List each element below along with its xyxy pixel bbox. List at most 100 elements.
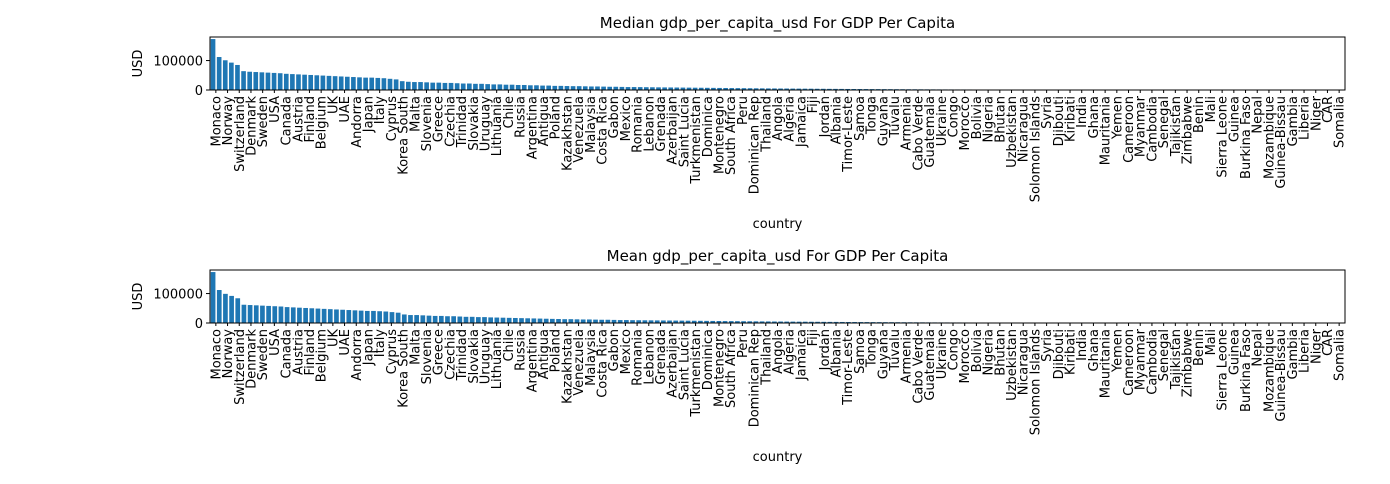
bar [248,305,253,323]
bar [546,86,551,90]
bar [420,315,425,323]
bar [229,63,234,90]
bar [522,85,527,90]
bar [534,85,539,90]
bar [375,78,380,90]
bar [217,57,222,90]
y-axis-label: USD [131,283,146,311]
bar [482,317,487,323]
bar [501,318,506,323]
bar [223,294,228,323]
bar [363,78,368,90]
bar [291,307,296,323]
bar [424,82,429,90]
bar [297,308,302,323]
bar [217,290,222,323]
bar [488,317,493,323]
bar [571,86,576,90]
x-tick-label: Somalia [1333,329,1348,381]
y-tick-label: 100000 [153,288,203,303]
bar [339,76,344,90]
bar [510,85,515,90]
y-tick-label: 0 [195,84,203,99]
bar [371,311,376,323]
bar [406,82,411,90]
bar [408,315,413,323]
bar [400,81,405,90]
bar [235,65,240,90]
bar [562,319,567,323]
bar [577,86,582,90]
y-tick-label: 100000 [153,55,203,70]
bar [494,318,499,323]
bar [260,72,265,90]
bar [565,86,570,90]
bar [498,84,503,90]
bar [285,307,290,323]
bar [353,310,358,323]
bar [327,76,332,90]
bar [559,86,564,90]
bar [279,307,284,323]
bar [383,312,388,323]
bar [357,77,362,90]
bar [328,309,333,323]
bar [589,86,594,90]
bar [241,71,246,90]
bar [583,86,588,90]
bar [479,84,484,90]
bar [587,319,592,323]
bar [550,319,555,323]
bar [365,311,370,323]
chart-title: Median gdp_per_capita_usd For GDP Per Ca… [600,14,955,33]
bar [334,309,339,323]
bar [278,73,283,90]
bar [525,318,530,323]
bar [272,73,277,90]
bar [284,74,289,90]
bar [464,317,469,323]
bar [359,311,364,323]
bar [316,309,321,323]
y-axis-label: USD [131,50,146,78]
bar [593,320,598,323]
bar [309,308,314,323]
bar [433,316,438,323]
chart-title: Mean gdp_per_capita_usd For GDP Per Capi… [607,247,949,266]
bar [266,306,271,323]
bar [595,86,600,90]
bar [519,318,524,323]
bar [382,78,387,90]
bar [388,79,393,90]
bar [569,319,574,323]
bar [581,319,586,323]
bar [211,272,216,323]
bar [394,79,399,90]
bar [253,72,258,90]
bar [552,86,557,90]
bar [211,39,216,90]
bar [235,298,240,323]
x-tick-label: Somalia [1333,96,1348,148]
bar [414,315,419,323]
bar [303,308,308,323]
bar [443,83,448,90]
bar [439,316,444,323]
bar [254,305,259,323]
bar [491,84,496,90]
bar [575,319,580,323]
bar [266,73,271,90]
bar [467,84,472,90]
bar [302,75,307,90]
bar [229,296,234,323]
bar [461,84,466,90]
bar [346,310,351,323]
bar [247,72,252,90]
bar [430,83,435,90]
bar [449,83,454,90]
bar [223,60,228,90]
bar [473,84,478,90]
bar [437,83,442,90]
bar [333,76,338,90]
